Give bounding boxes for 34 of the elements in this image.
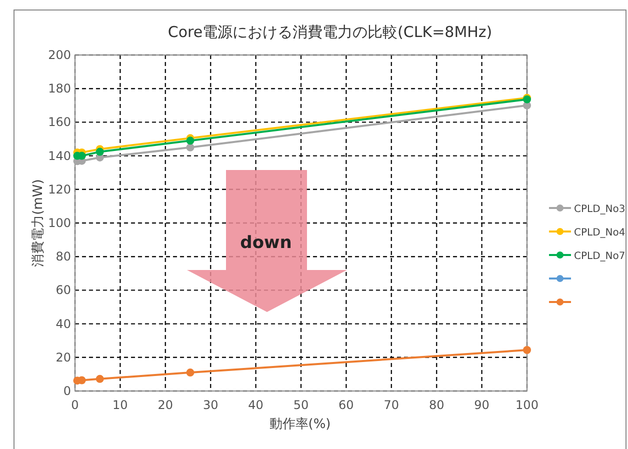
y-axis-title: 消費電力(mW) bbox=[31, 179, 46, 267]
legend-label: CPLD_No7 bbox=[574, 251, 626, 262]
x-tick-label: 80 bbox=[428, 398, 444, 412]
y-tick-label: 60 bbox=[56, 283, 71, 298]
point bbox=[186, 143, 194, 152]
x-tick-label: 100 bbox=[516, 398, 538, 412]
x-tick-label: 50 bbox=[293, 398, 309, 412]
point bbox=[96, 148, 104, 156]
x-tick-label: 30 bbox=[202, 398, 218, 412]
y-tick-label: 120 bbox=[48, 182, 71, 196]
legend-label: CPLD_No3 bbox=[574, 204, 626, 215]
x-tick-label: 40 bbox=[248, 398, 264, 412]
chart-title: Core電源における消費電力の比較(CLK=8MHz) bbox=[168, 23, 492, 41]
y-tick-label: 160 bbox=[48, 115, 71, 130]
y-tick-label: 80 bbox=[56, 250, 71, 264]
y-tick-label: 180 bbox=[48, 82, 71, 96]
x-tick-label: 90 bbox=[474, 398, 490, 412]
y-tick-label: 0 bbox=[63, 384, 71, 398]
point bbox=[186, 368, 194, 377]
x-tick-label: 20 bbox=[158, 398, 174, 412]
point bbox=[523, 346, 531, 354]
x-tick-label: 60 bbox=[338, 398, 354, 412]
y-tick-label: 200 bbox=[48, 48, 71, 62]
legend-label: CPLD_No4 bbox=[574, 228, 626, 238]
y-tick-label: 20 bbox=[56, 350, 71, 364]
point bbox=[186, 136, 194, 145]
x-axis-title: 動作率(%) bbox=[269, 416, 331, 432]
point bbox=[96, 374, 104, 383]
annotation: down bbox=[240, 233, 292, 253]
x-tick-label: 10 bbox=[112, 398, 128, 412]
y-tick-label: 100 bbox=[48, 216, 71, 230]
y-tick-label: 140 bbox=[48, 148, 71, 163]
x-tick-label: 70 bbox=[384, 398, 400, 412]
y-tick-label: 40 bbox=[56, 316, 71, 331]
